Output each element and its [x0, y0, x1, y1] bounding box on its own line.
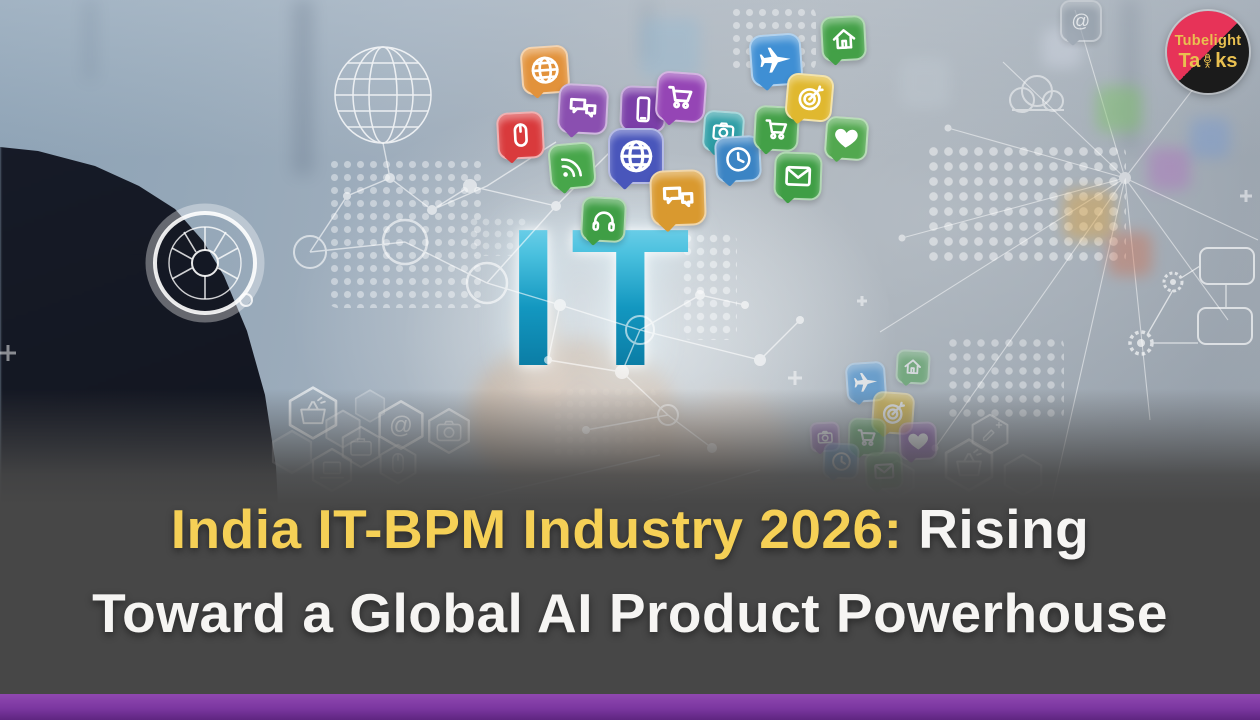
headline-line1: India IT-BPM Industry 2026: Rising [0, 487, 1260, 571]
logo-text-ks: ks [1215, 50, 1238, 72]
logo-text-line1: Tubelight [1174, 33, 1242, 49]
microphone-icon [1204, 53, 1212, 68]
headline-highlight: India IT-BPM Industry 2026: [170, 498, 903, 560]
headline-rest: Rising [902, 498, 1090, 560]
headline-line2: Toward a Global AI Product Powerhouse [92, 582, 1168, 644]
headline: India IT-BPM Industry 2026: Rising Towar… [0, 487, 1260, 655]
tubelight-talks-logo: Tubelight Ta ks [1167, 11, 1249, 93]
logo-text-ta: Ta [1178, 50, 1201, 72]
bottom-accent-bar [0, 694, 1260, 720]
logo-text-line2: Ta ks [1178, 49, 1237, 73]
